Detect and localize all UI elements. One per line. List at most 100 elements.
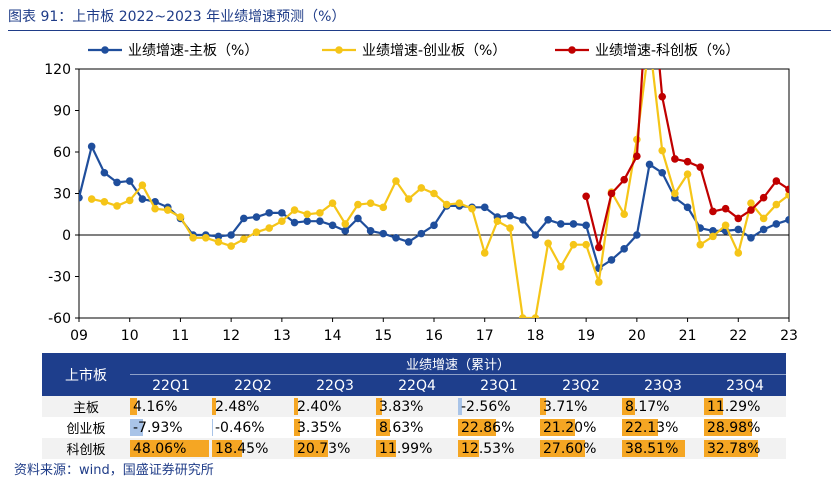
table-header-quarter: 23Q3 bbox=[622, 374, 704, 396]
table-cell: 27.60% bbox=[540, 438, 622, 459]
forecast-table: 上市板 业绩增速（累计） 22Q1 22Q2 22Q3 22Q4 23Q1 23Q2 23Q3 2… bbox=[42, 353, 786, 459]
table-cell: 2.48% bbox=[212, 396, 294, 417]
table-header-quarter: 22Q2 bbox=[212, 374, 294, 396]
cell-value: 12.53% bbox=[461, 440, 515, 457]
legend-label-chinext: 业绩增速-创业板（%） bbox=[362, 43, 506, 59]
data-point-chinext bbox=[468, 204, 476, 213]
data-bar bbox=[212, 419, 213, 436]
cell-value: 48.06% bbox=[133, 440, 187, 457]
data-bar bbox=[540, 419, 575, 436]
cell-value: 28.98% bbox=[707, 419, 761, 436]
y-tick-label: -30 bbox=[48, 270, 71, 286]
legend-marker-main bbox=[101, 46, 109, 54]
table-cell: 3.83% bbox=[376, 396, 458, 417]
table-header-growth: 业绩增速（累计） bbox=[130, 353, 786, 375]
table-cell: 3.71% bbox=[540, 396, 622, 417]
data-point-main bbox=[518, 215, 527, 224]
data-bar bbox=[458, 419, 496, 436]
data-point-main bbox=[417, 229, 426, 238]
data-point-chinext bbox=[316, 209, 324, 217]
data-bar bbox=[622, 419, 659, 436]
data-point-main bbox=[379, 229, 388, 238]
data-point-chinext bbox=[683, 170, 692, 178]
series-star bbox=[582, 69, 789, 252]
cell-value: 21.20% bbox=[543, 419, 597, 436]
data-point-main bbox=[506, 211, 514, 220]
cell-value: 8.63% bbox=[379, 419, 424, 436]
data-point-star bbox=[683, 157, 692, 166]
cell-value: -7.93% bbox=[133, 419, 183, 436]
x-tick-label: 18 bbox=[527, 328, 545, 344]
table-cell: 11.99% bbox=[376, 438, 458, 459]
row-label: 科创板 bbox=[42, 438, 130, 459]
table-cell: 28.98% bbox=[704, 417, 786, 438]
data-point-main bbox=[645, 160, 654, 169]
data-bar bbox=[130, 440, 209, 457]
data-point-star bbox=[759, 193, 768, 202]
data-point-chinext bbox=[480, 249, 489, 257]
x-tick-label: 23 bbox=[780, 328, 798, 344]
legend-label-main: 业绩增速-主板（%） bbox=[128, 43, 258, 59]
data-point-star bbox=[696, 163, 705, 172]
table-cell: 48.06% bbox=[130, 438, 212, 459]
x-tick-label: 13 bbox=[273, 328, 291, 344]
data-point-chinext bbox=[709, 232, 717, 241]
data-point-star bbox=[721, 204, 730, 213]
data-point-star bbox=[620, 175, 628, 184]
x-tick-label: 14 bbox=[324, 328, 342, 344]
cell-value: 27.60% bbox=[543, 440, 597, 457]
table-row: 创业板 -7.93% -0.46% 3.35% 8.63% 22.86% 21.20% 22.… bbox=[42, 417, 786, 438]
data-bar bbox=[294, 398, 298, 415]
data-bar bbox=[376, 419, 391, 436]
cell-value: 8.17% bbox=[625, 398, 670, 415]
data-point-chinext bbox=[100, 198, 109, 206]
data-bar bbox=[212, 398, 217, 415]
data-point-chinext bbox=[354, 200, 362, 209]
cell-value: 22.13% bbox=[625, 419, 679, 436]
data-point-main bbox=[633, 231, 641, 239]
data-point-star bbox=[607, 189, 616, 198]
data-point-chinext bbox=[87, 195, 96, 203]
cell-value: 3.35% bbox=[297, 419, 342, 436]
y-tick-label: 30 bbox=[53, 187, 71, 203]
cell-value: 2.48% bbox=[215, 398, 260, 415]
table-row: 主板 4.16% 2.48% 2.40% 3.83% -2.56% 3.71% 8.17% 11… bbox=[42, 396, 786, 417]
series-chinext bbox=[87, 69, 789, 318]
x-tick-label: 16 bbox=[425, 328, 443, 344]
data-point-chinext bbox=[582, 240, 590, 249]
data-point-chinext bbox=[176, 213, 185, 221]
table-header-quarter: 23Q1 bbox=[458, 374, 540, 396]
data-point-main bbox=[772, 220, 781, 228]
data-bar bbox=[294, 440, 328, 457]
cell-value: 22.86% bbox=[461, 419, 515, 436]
data-point-chinext bbox=[404, 195, 413, 203]
table-cell: -2.56% bbox=[458, 396, 540, 417]
data-point-main bbox=[734, 225, 743, 234]
cell-value: 4.16% bbox=[133, 398, 178, 415]
cell-value: 18.45% bbox=[215, 440, 269, 457]
table-cell: 11.29% bbox=[704, 396, 786, 417]
data-bar bbox=[704, 440, 758, 457]
y-tick-label: 0 bbox=[62, 228, 71, 244]
data-bar bbox=[540, 440, 586, 457]
x-tick-label: 09 bbox=[70, 328, 88, 344]
cell-value: 3.71% bbox=[543, 398, 588, 415]
data-point-main bbox=[328, 221, 337, 230]
data-bar bbox=[704, 419, 752, 436]
table-cell: 8.63% bbox=[376, 417, 458, 438]
data-point-star bbox=[582, 192, 590, 201]
data-point-chinext bbox=[303, 210, 312, 219]
title-rule bbox=[8, 30, 831, 31]
data-point-star bbox=[595, 243, 603, 252]
data-point-main bbox=[480, 203, 489, 212]
data-point-chinext bbox=[189, 233, 197, 242]
data-point-main bbox=[404, 238, 413, 246]
table-header-quarter: 22Q3 bbox=[294, 374, 376, 396]
series-line-star bbox=[585, 69, 789, 248]
data-point-chinext bbox=[151, 204, 159, 213]
data-point-chinext bbox=[531, 314, 540, 318]
data-point-chinext bbox=[658, 146, 667, 155]
data-point-main bbox=[531, 231, 540, 239]
data-point-chinext bbox=[227, 242, 235, 250]
table-cell: 32.78% bbox=[704, 438, 786, 459]
